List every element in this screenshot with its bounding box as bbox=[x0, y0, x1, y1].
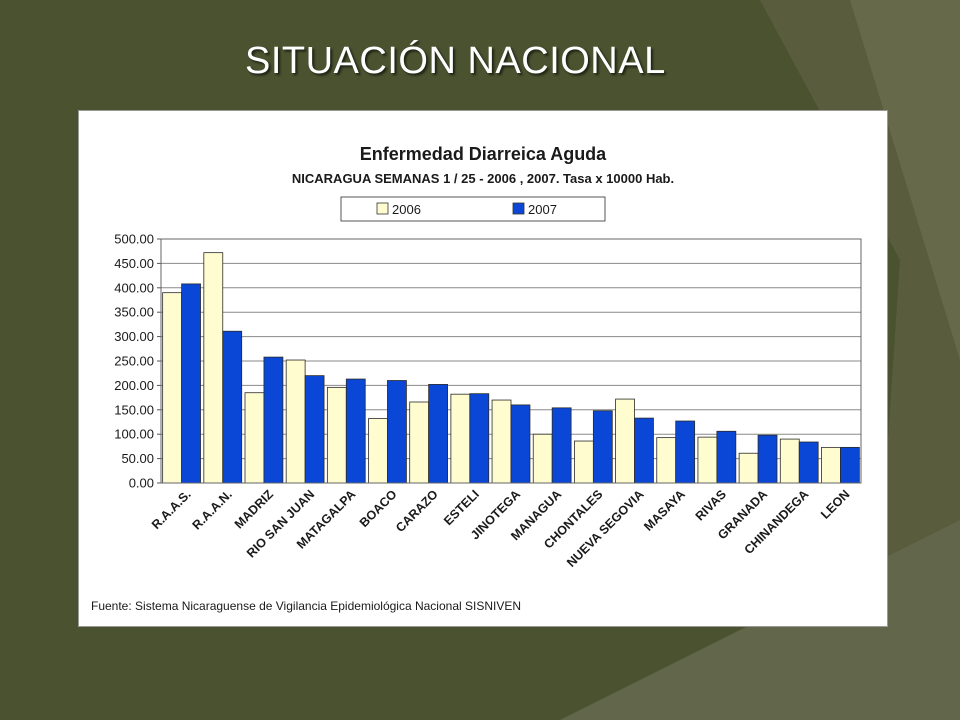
bar-2007-chontales bbox=[592, 410, 613, 484]
bar-2006-granada bbox=[738, 452, 759, 484]
x-tick-label: NUEVA SEGOVIA bbox=[564, 487, 647, 570]
bar-2006-chontales bbox=[574, 440, 594, 484]
y-tick-label: 500.00 bbox=[114, 232, 154, 247]
chart-source: Fuente: Sistema Nicaraguense de Vigilanc… bbox=[91, 599, 521, 613]
y-tick-label: 0.00 bbox=[129, 476, 154, 491]
bar-2006-masaya bbox=[656, 437, 677, 484]
bar-2006-madriz bbox=[244, 392, 265, 484]
bar-2007-jinotega bbox=[510, 404, 531, 484]
bar-chart: Enfermedad Diarreica Aguda NICARAGUA SEM… bbox=[91, 144, 862, 613]
plot-area-border bbox=[160, 238, 862, 484]
bar-2006-rio-san-juan bbox=[285, 359, 306, 484]
bar-2007-leon bbox=[840, 446, 860, 484]
bar-2006-carazo bbox=[409, 401, 430, 484]
y-axis-labels: 0.00 50.00 100.00 150.00 200.00 250.00 300.00 3… bbox=[114, 232, 154, 491]
y-tick-label: 50.00 bbox=[121, 451, 154, 466]
bar-2006-jinotega bbox=[491, 399, 512, 484]
y-tick-label: 450.00 bbox=[114, 256, 154, 271]
legend-label-2006: 2006 bbox=[392, 202, 421, 217]
slide-title: SITUACIÓN NACIONAL bbox=[245, 40, 666, 82]
x-tick-label: CARAZO bbox=[393, 487, 441, 535]
bar-2007-carazo bbox=[428, 384, 448, 484]
bar-2006-matagalpa bbox=[326, 386, 347, 484]
bar-2006-r-a-a-s- bbox=[162, 292, 182, 484]
bar-2007-matagalpa bbox=[345, 378, 366, 484]
y-tick-label: 250.00 bbox=[114, 354, 154, 369]
bar-2007-madriz bbox=[263, 356, 284, 484]
bar-2006-boaco bbox=[368, 418, 388, 484]
x-tick-label: ESTELI bbox=[441, 487, 482, 528]
chart-panel: Enfermedad Diarreica Aguda NICARAGUA SEM… bbox=[78, 110, 888, 627]
bars bbox=[162, 252, 860, 484]
bar-2007-boaco bbox=[387, 380, 407, 484]
bar-2007-rivas bbox=[716, 430, 737, 484]
bg-shape-corner bbox=[850, 0, 960, 360]
legend-swatch-2006 bbox=[376, 202, 389, 215]
y-tick-label: 350.00 bbox=[114, 305, 154, 320]
bar-2007-nueva-segovia bbox=[634, 417, 654, 484]
bar-2007-chinandega bbox=[798, 441, 819, 484]
bar-2006-rivas bbox=[697, 436, 718, 484]
y-tick-label: 300.00 bbox=[114, 329, 154, 344]
x-tick-label: R.A.A.S. bbox=[149, 487, 194, 532]
bar-2007-masaya bbox=[675, 420, 696, 484]
bar-2007-r-a-a-n- bbox=[222, 330, 243, 484]
bar-2006-managua bbox=[532, 433, 553, 484]
x-tick-label: MASAYA bbox=[641, 487, 688, 534]
bar-2007-rio-san-juan bbox=[304, 375, 325, 484]
legend-swatch-2007 bbox=[512, 202, 525, 215]
chart-legend: 2006 2007 bbox=[340, 196, 606, 222]
bar-2007-granada bbox=[757, 434, 778, 484]
x-tick-label: RIVAS bbox=[693, 487, 729, 523]
bar-2006-chinandega bbox=[779, 438, 800, 484]
bar-2007-r-a-a-s- bbox=[181, 283, 201, 484]
y-tick-label: 150.00 bbox=[114, 402, 154, 417]
y-tick-label: 400.00 bbox=[114, 280, 154, 295]
bar-2006-leon bbox=[821, 446, 841, 484]
bar-2007-managua bbox=[551, 407, 572, 484]
x-tick-label: R.A.A.N. bbox=[190, 487, 235, 532]
x-tick-label: LEON bbox=[818, 487, 852, 521]
legend-label-2007: 2007 bbox=[528, 202, 557, 217]
chart-title: Enfermedad Diarreica Aguda bbox=[360, 144, 607, 164]
bar-2007-esteli bbox=[469, 393, 490, 484]
bar-2006-nueva-segovia bbox=[615, 398, 635, 484]
bar-2006-esteli bbox=[450, 393, 471, 484]
chart-subtitle: NICARAGUA SEMANAS 1 / 25 - 2006 , 2007. … bbox=[292, 171, 674, 186]
y-tick-label: 200.00 bbox=[114, 378, 154, 393]
bar-2006-r-a-a-n- bbox=[203, 252, 224, 484]
y-tick-label: 100.00 bbox=[114, 427, 154, 442]
